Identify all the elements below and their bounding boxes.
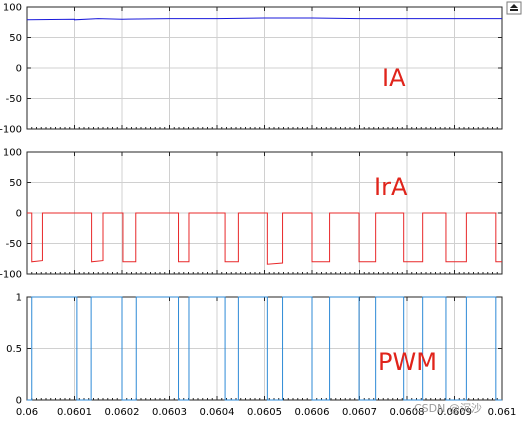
y-tick-label: 0 xyxy=(16,209,22,220)
x-tick-label: 0.0601 xyxy=(57,407,92,418)
y-tick-label: 1 xyxy=(16,293,22,304)
signal-label-ia: IA xyxy=(382,64,406,92)
y-tick-label: -50 xyxy=(6,94,22,105)
y-tick-label: 100 xyxy=(3,3,22,14)
signal-label-ira: IrA xyxy=(374,173,408,201)
x-tick-label: 0.06 xyxy=(16,407,38,418)
series-line-ira xyxy=(27,212,502,265)
x-tick-label: 0.0608 xyxy=(390,407,425,418)
x-tick-label: 0.0602 xyxy=(105,407,140,418)
x-tick-label: 0.0606 xyxy=(295,407,330,418)
y-tick-label: 50 xyxy=(9,33,22,44)
x-tick-label: 0.0607 xyxy=(342,407,377,418)
signal-label-pwm: PWM xyxy=(378,348,437,376)
scope-panels: -100-50050100IA-100-50050100IrA00.51PWM0… xyxy=(0,3,516,419)
y-tick-label: 50 xyxy=(9,178,22,189)
y-tick-label: -100 xyxy=(0,270,22,281)
restore-axes-icon xyxy=(510,4,518,11)
y-tick-label: 100 xyxy=(3,148,22,159)
series-line-pwm xyxy=(27,296,502,401)
y-tick-label: 0 xyxy=(16,64,22,75)
series-line-ia xyxy=(26,17,502,21)
y-tick-label: -100 xyxy=(0,125,22,136)
panel-ia: -100 -50 0 50 100 IA xyxy=(0,3,503,136)
x-tick-label: 0.0603 xyxy=(152,407,187,418)
axes-border xyxy=(26,6,503,130)
y-tick-label: 0 xyxy=(16,396,22,407)
x-tick-label: 0.061 xyxy=(488,407,517,418)
y-tick-label: -50 xyxy=(6,239,22,250)
x-tick-label: 0.0604 xyxy=(200,407,235,418)
watermark: CSDN @沉沙 xyxy=(414,402,482,415)
y-tick-label: 0.5 xyxy=(6,344,22,355)
x-tick-label: 0.0605 xyxy=(247,407,282,418)
restore-axes-button[interactable] xyxy=(506,1,522,15)
panel-ira: -100 -50 0 50 100 IrA xyxy=(0,148,503,281)
panel-pwm: 0 0.5 1 PWM xyxy=(6,293,503,407)
x-tick-label: 0.0609 xyxy=(437,407,472,418)
